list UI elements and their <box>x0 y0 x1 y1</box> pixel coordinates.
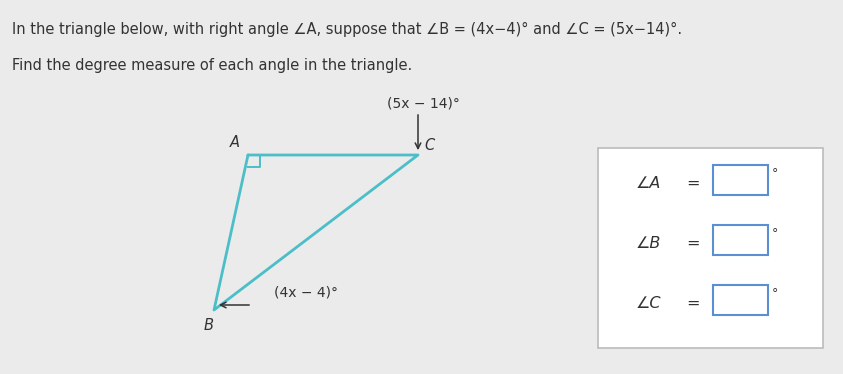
Text: =: = <box>686 175 700 190</box>
Bar <box>598 148 823 348</box>
Text: °: ° <box>772 287 778 300</box>
Bar <box>713 225 768 255</box>
Text: ∠B: ∠B <box>636 236 662 251</box>
Text: °: ° <box>772 167 778 180</box>
Text: =: = <box>686 236 700 251</box>
Bar <box>713 165 768 195</box>
Text: C: C <box>424 138 434 153</box>
Bar <box>713 285 768 315</box>
Text: =: = <box>686 295 700 310</box>
Text: °: ° <box>772 227 778 240</box>
Text: B: B <box>204 318 214 333</box>
Text: (5x − 14)°: (5x − 14)° <box>387 96 459 110</box>
Text: ∠A: ∠A <box>636 175 662 190</box>
Text: A: A <box>230 135 240 150</box>
Text: Find the degree measure of each angle in the triangle.: Find the degree measure of each angle in… <box>12 58 412 73</box>
Text: ∠C: ∠C <box>636 295 662 310</box>
Text: In the triangle below, with right angle ∠A, suppose that ∠B = (4x−4)° and ∠C = (: In the triangle below, with right angle … <box>12 22 682 37</box>
Text: (4x − 4)°: (4x − 4)° <box>274 285 338 299</box>
